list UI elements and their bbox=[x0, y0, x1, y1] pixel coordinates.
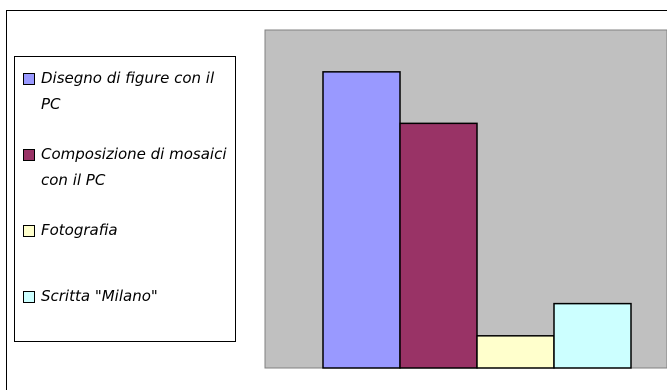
legend-label-scritta: Scritta "Milano" bbox=[41, 287, 158, 305]
legend-swatch-disegno bbox=[23, 73, 35, 85]
legend-item-scritta: Scritta "Milano" bbox=[23, 287, 231, 309]
bar-disegno bbox=[322, 71, 401, 369]
legend-item-composizione: Composizione di mosaici con il PC bbox=[23, 145, 231, 193]
chart-plot bbox=[264, 29, 667, 369]
chart-frame bbox=[6, 10, 667, 390]
legend: Disegno di figure con il PC Composizione… bbox=[14, 56, 236, 342]
legend-swatch-fotografia bbox=[23, 225, 35, 237]
legend-swatch-scritta bbox=[23, 291, 35, 303]
legend-label-disegno: Disegno di figure con il PC bbox=[41, 69, 215, 113]
legend-item-fotografia: Fotografia bbox=[23, 221, 231, 243]
bars-group bbox=[322, 71, 632, 369]
legend-label-fotografia: Fotografia bbox=[41, 221, 118, 239]
legend-swatch-composizione bbox=[23, 149, 35, 161]
bar-fotografia bbox=[476, 335, 555, 369]
bar-scritta bbox=[553, 302, 632, 369]
legend-item-disegno: Disegno di figure con il PC bbox=[23, 69, 231, 117]
bar-composizione bbox=[399, 122, 478, 369]
legend-label-composizione: Composizione di mosaici con il PC bbox=[41, 145, 227, 189]
